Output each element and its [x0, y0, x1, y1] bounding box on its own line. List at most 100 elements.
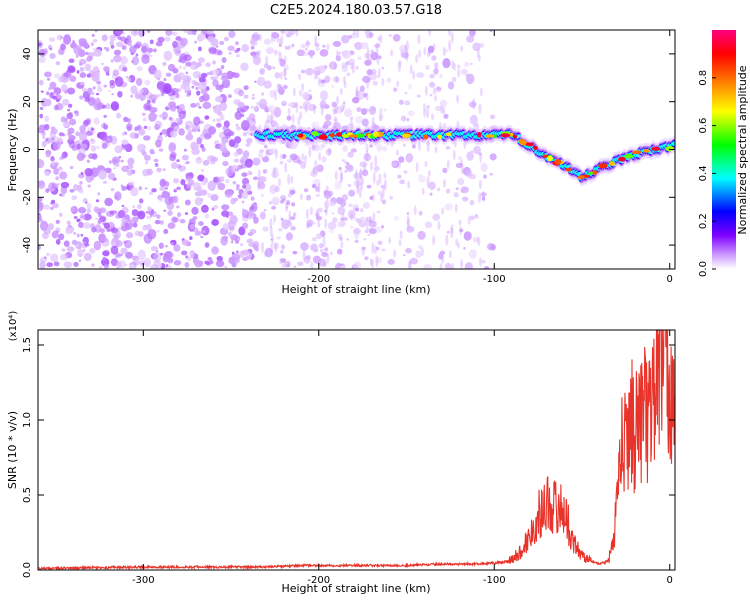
spectrogram-noise-speckle — [263, 80, 272, 89]
spectrogram-streak — [415, 54, 419, 64]
spectrogram-streak — [283, 55, 287, 65]
spectrogram-noise-speckle — [67, 224, 72, 228]
spectrogram-streak — [324, 218, 328, 229]
spectrogram-noise-speckle — [170, 87, 179, 96]
spectrogram-streak — [369, 258, 373, 266]
spectrogram-noise-speckle — [468, 173, 477, 180]
spectrogram-ridge-peak — [642, 149, 650, 153]
spectrogram-streak — [355, 89, 359, 100]
spectrogram-noise-speckle — [436, 86, 442, 91]
spectrogram-streak — [284, 162, 288, 173]
spectrogram-streak — [271, 233, 275, 245]
spectrogram-noise-speckle — [110, 227, 119, 234]
spectrogram-noise-speckle — [93, 49, 102, 57]
spectrogram-streak — [261, 241, 265, 254]
spectrogram-streak — [324, 200, 328, 209]
spectrogram-streak — [361, 247, 365, 256]
spectrogram-ridge-peak — [423, 134, 429, 140]
spectrogram-noise-speckle — [89, 247, 96, 254]
spectrogram-noise-speckle — [311, 236, 317, 242]
spectrogram-noise-speckle — [131, 209, 139, 217]
spectrogram-noise-speckle — [110, 187, 115, 192]
spectrogram-noise-speckle — [317, 207, 323, 213]
spectrogram-streak — [460, 163, 464, 175]
spectrogram-noise-speckle — [38, 181, 46, 190]
spectrogram-noise-speckle — [129, 132, 139, 140]
spectrogram-noise-speckle — [321, 156, 327, 163]
spectrogram-noise-speckle — [76, 233, 80, 238]
spectrogram-ytick-label: 0 — [22, 146, 33, 152]
spectrogram-noise-speckle — [98, 169, 107, 180]
spectrogram-streak — [276, 83, 280, 92]
spectrogram-noise-speckle — [191, 206, 199, 215]
spectrogram-noise-speckle — [249, 228, 257, 235]
spectrogram-noise-speckle — [164, 134, 168, 137]
spectrogram-noise-speckle — [197, 46, 202, 52]
spectrogram-noise-speckle — [59, 212, 63, 217]
spectrogram-noise-speckle — [118, 155, 122, 159]
spectrogram-noise-speckle — [58, 233, 65, 241]
spectrogram-noise-speckle — [137, 143, 146, 153]
spectrogram-noise-speckle — [371, 122, 377, 128]
spectrogram-ridge-peak — [500, 133, 511, 138]
spectrogram-noise-speckle — [398, 156, 405, 163]
spectrogram-streak — [342, 76, 346, 84]
spectrogram-noise-speckle — [194, 65, 199, 69]
spectrogram-noise-speckle — [235, 41, 239, 46]
spectrogram-streak — [335, 75, 339, 84]
figure-title: C2E5.2024.180.03.57.G18 — [270, 3, 442, 18]
spectrogram-noise-speckle — [210, 156, 218, 162]
spectrogram-streak — [440, 105, 444, 115]
spectrogram-streak — [431, 113, 435, 121]
spectrogram-noise-speckle — [338, 181, 342, 184]
spectrogram-noise-speckle — [138, 128, 146, 136]
spectrogram-noise-speckle — [270, 238, 274, 241]
spectrogram-noise-speckle — [308, 103, 316, 112]
spectrogram-noise-speckle — [341, 194, 349, 201]
spectrogram-noise-speckle — [76, 248, 84, 257]
spectrogram-streak — [306, 39, 310, 48]
spectrogram-noise-speckle — [138, 30, 146, 38]
spectrogram-noise-speckle — [366, 184, 372, 189]
spectrogram-noise-speckle — [109, 79, 115, 86]
spectrogram-noise-speckle — [91, 227, 97, 233]
spectrogram-noise-speckle — [121, 204, 125, 208]
spectrogram-streak — [301, 153, 305, 161]
spectrogram-noise-speckle — [150, 264, 159, 269]
spectrogram-noise-speckle — [79, 72, 87, 79]
spectrogram-streak — [299, 193, 303, 201]
spectrogram-noise-speckle — [242, 150, 250, 159]
spectrogram-noise-speckle — [229, 214, 238, 225]
spectrogram-streak — [374, 245, 378, 255]
spectrogram-streak — [434, 95, 438, 102]
spectrogram-streak — [288, 210, 292, 222]
spectrogram-noise-speckle — [339, 236, 343, 242]
spectrogram-streak — [318, 77, 322, 84]
spectrogram-noise-speckle — [158, 197, 164, 202]
spectrogram-noise-speckle — [323, 190, 332, 199]
spectrogram-noise-speckle — [276, 236, 281, 240]
spectrogram-noise-speckle — [140, 87, 149, 96]
spectrogram-noise-speckle — [144, 79, 151, 86]
spectrogram-ridge-peak — [665, 145, 675, 152]
spectrogram-noise-speckle — [114, 30, 124, 36]
spectrogram-noise-speckle — [468, 77, 474, 81]
snr-ytick-label: 1.5 — [22, 337, 33, 353]
spectrogram-noise-speckle — [250, 105, 255, 110]
spectrogram-streak — [280, 35, 284, 45]
spectrogram-noise-speckle — [176, 205, 180, 209]
spectrogram-noise-speckle — [352, 96, 360, 104]
spectrogram-noise-speckle — [299, 105, 303, 110]
spectrogram-streak — [277, 178, 281, 187]
spectrogram-x-ticks: -300 -200 -100 0 — [132, 30, 673, 285]
spectrogram-noise-speckle — [377, 36, 381, 41]
spectrogram-noise-speckle — [406, 225, 415, 233]
spectrogram-noise-speckle — [229, 225, 235, 232]
spectrogram-noise-speckle — [52, 203, 59, 209]
spectrogram-noise-speckle — [282, 154, 287, 159]
spectrogram-noise-speckle — [141, 112, 146, 116]
spectrogram-noise-speckle — [99, 228, 106, 234]
spectrogram-noise-speckle — [68, 135, 76, 141]
spectrogram-streak — [390, 49, 394, 57]
spectrogram-noise-speckle — [64, 228, 71, 235]
